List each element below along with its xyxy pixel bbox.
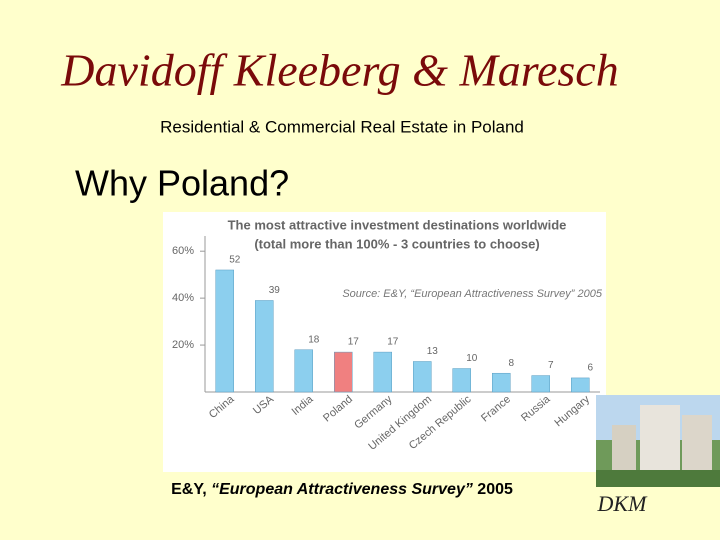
source-note: Source: E&Y, “European Attractiveness Su… xyxy=(342,288,603,300)
bar xyxy=(373,351,392,393)
bar xyxy=(215,269,234,393)
photo xyxy=(596,395,720,487)
caption-source: E&Y, xyxy=(171,481,211,498)
brand: Davidoff Kleeberg & Maresch xyxy=(60,45,618,96)
caption: E&Y, “European Attractiveness Survey” 20… xyxy=(171,481,513,498)
value-label: 7 xyxy=(548,360,554,371)
subtitle: Residential & Commercial Real Estate in … xyxy=(160,117,524,136)
value-label: 52 xyxy=(229,255,241,266)
bar xyxy=(255,300,274,393)
bar xyxy=(334,351,353,393)
value-label: 8 xyxy=(508,358,514,369)
caption-year: 2005 xyxy=(473,481,513,498)
value-label: 18 xyxy=(308,334,320,345)
logo: DKM xyxy=(597,491,649,516)
chart-title: The most attractive investment destinati… xyxy=(228,217,567,232)
value-label: 39 xyxy=(269,285,281,296)
chart-title: (total more than 100% - 3 countries to c… xyxy=(254,236,539,251)
bar xyxy=(413,361,432,393)
bar xyxy=(531,375,550,393)
value-label: 10 xyxy=(466,353,478,364)
value-label: 6 xyxy=(587,363,593,374)
bar xyxy=(452,368,471,393)
y-tick-label: 20% xyxy=(172,339,194,351)
value-label: 17 xyxy=(387,337,399,348)
value-label: 13 xyxy=(427,346,439,357)
chart-panel xyxy=(163,212,606,472)
y-tick-label: 60% xyxy=(172,245,194,257)
bar xyxy=(294,349,313,393)
value-label: 17 xyxy=(348,337,360,348)
bar xyxy=(492,372,511,393)
heading: Why Poland? xyxy=(75,163,289,204)
bar xyxy=(571,377,590,393)
y-tick-label: 40% xyxy=(172,292,194,304)
caption-title: “European Attractiveness Survey” xyxy=(211,481,473,498)
